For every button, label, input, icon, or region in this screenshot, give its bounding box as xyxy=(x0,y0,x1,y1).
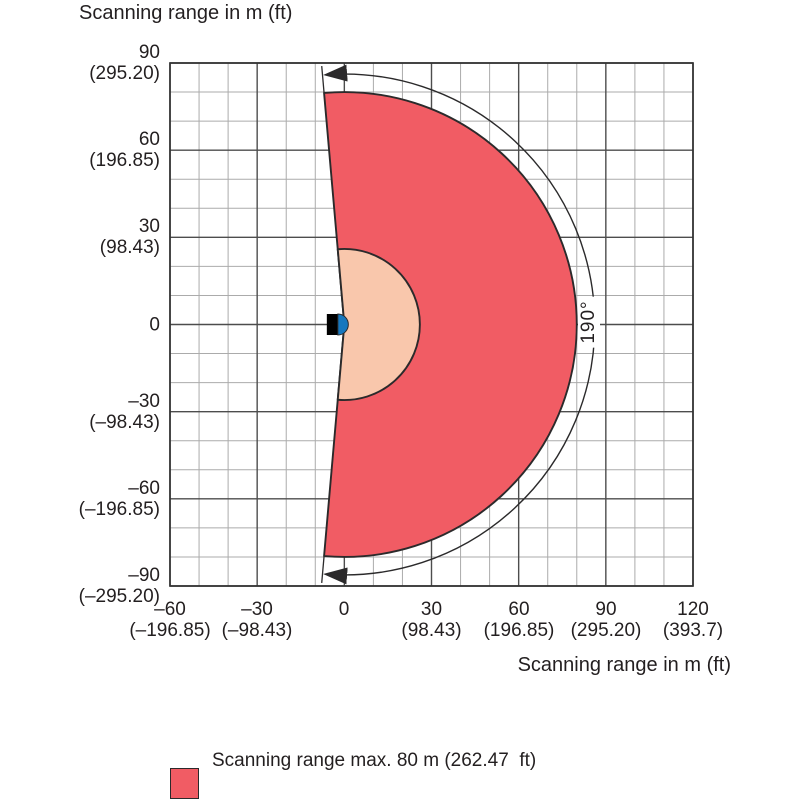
y-tick: –90 (–295.20) xyxy=(79,565,160,607)
tick-value: 30 xyxy=(420,599,443,620)
legend: Scanning range max. 80 m (262.47 ft) Sca… xyxy=(170,706,536,800)
tick-value: –90 xyxy=(128,565,160,586)
x-tick: –60 (–196.85) xyxy=(129,599,210,641)
tick-ft: (–196.85) xyxy=(129,620,211,641)
tick-ft: (–98.43) xyxy=(89,412,160,433)
tick-value: 120 xyxy=(677,599,709,620)
x-tick: 60 (196.85) xyxy=(484,599,555,641)
x-tick: 30 (98.43) xyxy=(401,599,461,641)
y-axis-title: Scanning range in m (ft) xyxy=(79,2,293,24)
tick-ft: (98.43) xyxy=(401,620,462,641)
sector-max-range xyxy=(323,91,578,558)
tick-value: 0 xyxy=(149,314,160,335)
tick-value: 60 xyxy=(138,129,160,150)
x-tick: 0 xyxy=(339,599,350,620)
angle-label: 190° xyxy=(578,296,600,348)
y-tick: –30 (–98.43) xyxy=(89,391,160,433)
y-tick: –60 (–196.85) xyxy=(79,478,160,520)
tick-value: –30 xyxy=(241,599,273,620)
angle-arc-tick xyxy=(321,65,325,95)
tick-value: 90 xyxy=(595,599,617,620)
plot-border xyxy=(169,62,694,587)
legend-swatch-max-range xyxy=(170,767,199,799)
x-axis-title: Scanning range in m (ft) xyxy=(517,654,731,676)
x-tick: 90 (295.20) xyxy=(571,599,642,641)
tick-value: 90 xyxy=(138,42,160,63)
x-tick: 120 (393.7) xyxy=(663,599,723,641)
x-tick: –30 (–98.43) xyxy=(222,599,293,641)
tick-ft: (295.20) xyxy=(89,63,160,84)
tick-value: 30 xyxy=(138,216,160,237)
tick-ft: (–196.85) xyxy=(78,499,160,520)
sector-remission-10 xyxy=(336,248,421,401)
tick-ft: (–98.43) xyxy=(221,620,293,641)
legend-item: Scanning range max. 80 m (262.47 ft) xyxy=(170,706,536,800)
y-tick: 0 xyxy=(149,314,160,335)
tick-ft: (196.85) xyxy=(89,150,160,171)
tick-ft: (295.20) xyxy=(570,620,642,641)
tick-ft: (393.7) xyxy=(662,620,724,641)
tick-ft: (98.43) xyxy=(99,237,160,258)
tick-ft: (–295.20) xyxy=(78,586,160,607)
tick-value: 0 xyxy=(338,599,350,620)
legend-label: Scanning range max. 80 m (262.47 ft) xyxy=(212,750,537,771)
y-tick: 30 (98.43) xyxy=(100,216,160,258)
y-tick: 60 (196.85) xyxy=(89,129,160,171)
y-tick: 90 (295.20) xyxy=(89,42,160,84)
angle-arc-tick xyxy=(321,554,325,584)
tick-value: –30 xyxy=(128,391,160,412)
tick-ft: (196.85) xyxy=(483,620,555,641)
tick-value: 60 xyxy=(508,599,530,620)
tick-value: –60 xyxy=(128,478,160,499)
sensor-body xyxy=(326,314,338,335)
tick-value: –60 xyxy=(154,599,186,620)
